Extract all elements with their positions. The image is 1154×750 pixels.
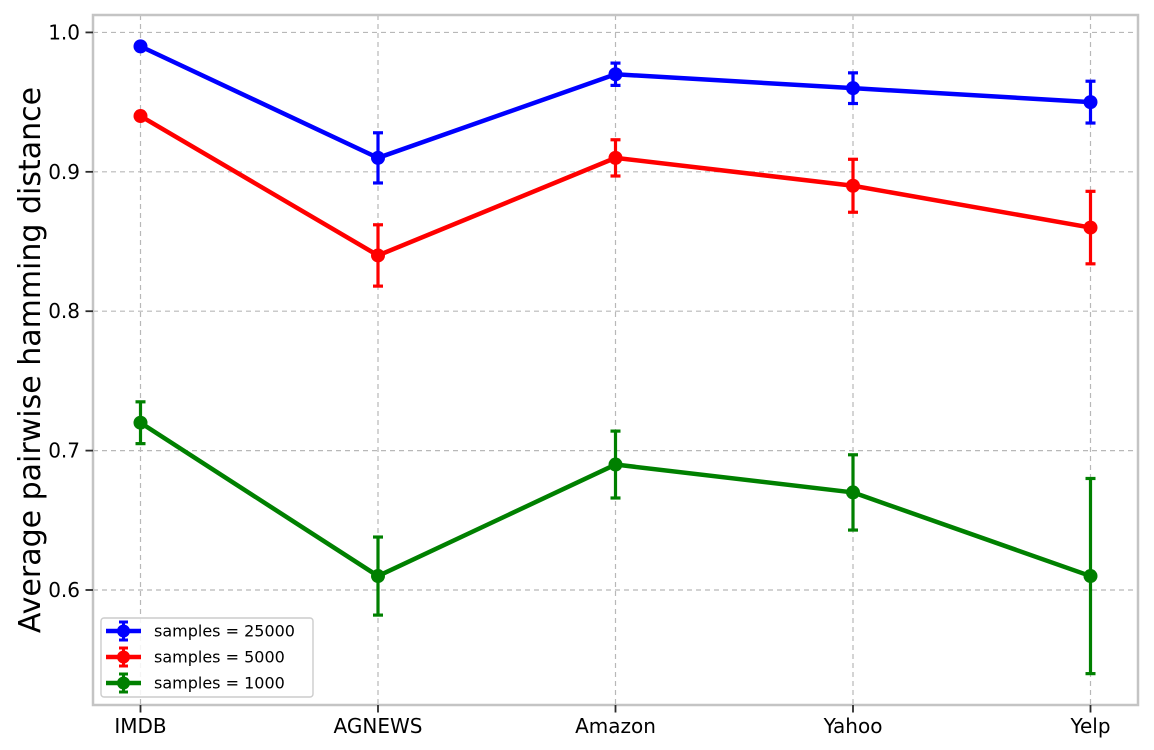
- series-point: [846, 178, 860, 193]
- legend-item: samples = 1000: [106, 672, 285, 694]
- x-tick-label: Yahoo: [823, 714, 883, 738]
- legend-item: samples = 25000: [106, 620, 295, 642]
- y-tick-label: 1.0: [48, 20, 80, 44]
- y-tick-label: 0.8: [48, 299, 80, 323]
- y-tick-label: 0.9: [48, 160, 80, 184]
- series-point: [608, 457, 623, 472]
- legend-label: samples = 5000: [154, 648, 285, 667]
- series-point: [846, 485, 860, 500]
- axis-ticks: 0.6 0.7 0.8 0.9 1.0 IMDB AGNEWS Amazon Yahoo Yelp: [48, 20, 1110, 738]
- y-tick-label: 0.7: [48, 439, 80, 463]
- legend: samples = 25000 samples = 5000 samples = 1…: [100, 617, 314, 698]
- legend-box: [100, 617, 314, 698]
- series-point: [608, 67, 623, 82]
- series-point: [1083, 95, 1098, 110]
- series-point: [371, 569, 385, 584]
- x-tick-label: IMDB: [114, 714, 166, 738]
- legend-label: samples = 25000: [154, 622, 295, 641]
- series-point: [133, 415, 148, 430]
- y-axis-label: Average pairwise hamming distance: [13, 87, 48, 633]
- data-series: [133, 39, 1098, 676]
- series-point: [846, 81, 860, 96]
- series-point: [371, 150, 385, 165]
- y-tick-label: 0.6: [48, 578, 80, 602]
- series-point: [133, 109, 148, 124]
- legend-marker-point: [117, 676, 130, 690]
- x-tick-label: Amazon: [575, 714, 656, 738]
- legend-marker-point: [117, 624, 130, 638]
- legend-marker-point: [117, 650, 130, 664]
- x-tick-label: Yelp: [1069, 714, 1110, 738]
- series-point: [1083, 569, 1098, 584]
- legend-item: samples = 5000: [106, 646, 285, 668]
- series-point: [608, 150, 623, 165]
- legend-label: samples = 1000: [154, 674, 285, 693]
- gridlines: [93, 15, 1138, 705]
- series-point: [1083, 220, 1098, 235]
- x-tick-label: AGNEWS: [334, 714, 423, 738]
- series-point: [133, 39, 148, 54]
- series-point: [371, 248, 385, 263]
